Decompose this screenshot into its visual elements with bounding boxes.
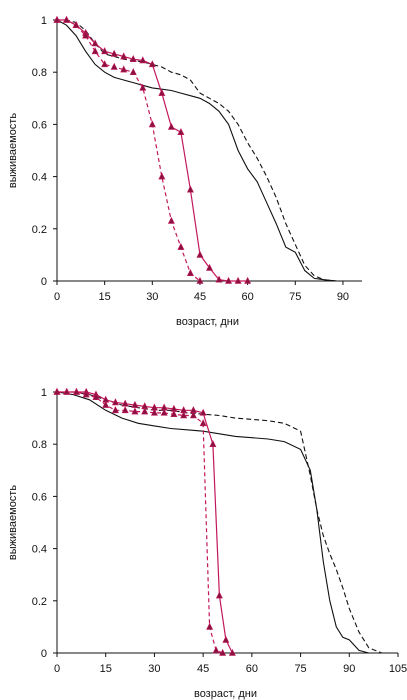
x-tick-label: 105	[389, 663, 407, 675]
triangle-marker	[63, 387, 71, 395]
triangle-marker	[110, 49, 118, 57]
y-tick-label: 0.6	[32, 119, 47, 131]
survival-chart-bottom: 0 0.2 0.4 0.6 0.8 1 0 15 30 45 60 75 90 105 возраст, д…	[0, 350, 407, 700]
survival-chart-top: 0 0.2 0.4 0.6 0.8 1 0 15 30 45 60 75 90 возраст, дни в…	[7, 15, 362, 328]
triangle-marker	[110, 62, 118, 70]
triangle-marker	[53, 387, 61, 395]
triangle-marker	[167, 216, 175, 224]
survival-chart-bottom-svg: 0 0.2 0.4 0.6 0.8 1 0 15 30 45 60 75 90 105 возраст, д…	[7, 387, 407, 700]
triangle-marker	[222, 635, 230, 643]
triangle-marker	[150, 408, 158, 416]
triangle-marker	[219, 648, 227, 656]
triangle-marker	[167, 122, 175, 130]
triangle-marker	[225, 276, 233, 284]
x-tick-label: 45	[197, 663, 209, 675]
x-tick-label: 90	[337, 291, 349, 303]
y-tick-label: 0.4	[32, 172, 47, 184]
triangle-marker	[186, 268, 194, 276]
x-tick-label: 75	[289, 291, 301, 303]
triangle-marker	[228, 648, 236, 656]
triangle-marker	[120, 52, 128, 60]
triangle-marker	[177, 242, 185, 250]
triangle-marker	[177, 128, 185, 136]
triangle-marker	[129, 68, 137, 75]
triangle-marker	[131, 407, 139, 415]
triangle-marker	[206, 622, 214, 630]
y-tick-label: 1	[41, 15, 47, 27]
triangle-marker	[111, 406, 119, 414]
triangle-marker	[212, 646, 220, 654]
x-tick-label: 60	[246, 663, 258, 675]
y-tick-label: 0.8	[32, 67, 47, 79]
triangle-marker	[72, 21, 80, 29]
triangle-marker	[53, 15, 61, 23]
triangle-marker	[101, 60, 109, 68]
triangle-marker	[121, 406, 129, 414]
triangle-marker	[63, 15, 71, 23]
triangle-marker	[91, 39, 99, 47]
triangle-marker	[199, 419, 207, 427]
triangle-marker	[129, 54, 137, 62]
x-tick-label: 75	[294, 663, 306, 675]
triangle-marker	[148, 120, 156, 128]
x-axis-label: возраст, дни	[176, 316, 239, 328]
triangle-marker	[160, 408, 168, 416]
triangle-marker	[186, 185, 194, 193]
triangle-marker	[196, 276, 204, 284]
triangle-marker	[244, 276, 252, 284]
x-tick-label: 60	[242, 291, 254, 303]
y-tick-label: 0.8	[32, 439, 47, 451]
x-axis-label: возраст, дни	[194, 688, 257, 700]
y-tick-label: 0	[41, 648, 47, 660]
triangle-marker	[215, 275, 223, 283]
y-tick-label: 0.2	[32, 224, 47, 236]
x-tick-label: 45	[194, 291, 206, 303]
triangle-marker	[111, 398, 119, 406]
triangle-marker	[139, 56, 147, 64]
y-tick-label: 0	[41, 276, 47, 288]
x-tick-label: 30	[146, 291, 158, 303]
triangle-marker	[196, 250, 204, 258]
triangle-marker	[180, 411, 188, 419]
triangle-marker	[102, 400, 110, 408]
x-tick-label: 15	[100, 663, 112, 675]
x-tick-label: 0	[54, 291, 60, 303]
series-line-magenta-dashed	[57, 19, 201, 282]
triangle-marker	[234, 276, 242, 284]
y-axis-label: выживаемость	[7, 113, 19, 188]
series-line-black-dashed	[57, 19, 337, 282]
triangle-marker	[91, 47, 99, 55]
triangle-marker	[101, 47, 109, 55]
series-line-magenta-solid	[57, 19, 248, 282]
triangle-marker	[209, 440, 217, 447]
x-tick-label: 90	[343, 663, 355, 675]
y-tick-label: 1	[41, 387, 47, 399]
x-tick-label: 0	[54, 663, 60, 675]
triangle-marker	[189, 411, 197, 419]
triangle-marker	[170, 410, 178, 417]
y-axis-label: выживаемость	[7, 485, 19, 560]
x-tick-label: 15	[99, 291, 111, 303]
triangle-marker	[82, 31, 90, 39]
series-line-black-solid	[56, 391, 369, 654]
triangle-marker	[92, 393, 100, 401]
x-tick-label: 30	[148, 663, 160, 675]
triangle-marker	[148, 60, 156, 68]
triangle-marker	[120, 65, 128, 73]
triangle-marker	[199, 408, 207, 416]
triangle-marker	[158, 88, 166, 96]
triangle-marker	[82, 390, 90, 398]
triangle-marker	[139, 83, 147, 91]
y-tick-label: 0.2	[32, 596, 47, 608]
triangle-marker	[73, 387, 80, 395]
triangle-marker	[158, 172, 166, 180]
triangle-marker	[206, 263, 213, 271]
y-tick-label: 0.6	[32, 491, 47, 503]
survival-chart-top-svg: 0 0.2 0.4 0.6 0.8 1 0 15 30 45 60 75 90 возраст, дни в…	[7, 15, 362, 328]
y-tick-label: 0.4	[32, 544, 47, 556]
triangle-marker	[141, 407, 149, 415]
series-line-black-solid	[56, 19, 337, 282]
triangle-marker	[215, 591, 223, 599]
